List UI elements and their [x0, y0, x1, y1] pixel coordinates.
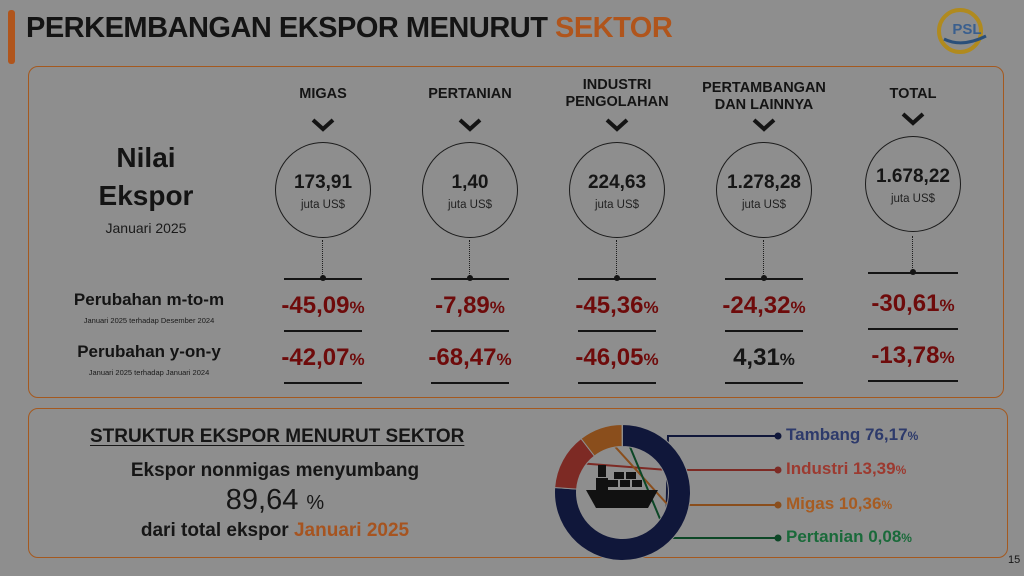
- cargo-ship-icon: [586, 465, 658, 508]
- row-divider: [431, 330, 509, 332]
- share-number: 89,64: [225, 484, 299, 516]
- export-value: 1.678,22: [876, 166, 950, 187]
- structure-line3: dari total ekspor Januari 2025: [90, 520, 460, 542]
- export-value: 1,40: [451, 172, 489, 193]
- export-unit: juta US$: [594, 199, 640, 211]
- page-number: 15: [1008, 554, 1021, 566]
- yoy-change: 4,31%: [733, 344, 795, 371]
- chevron-down-icon: [752, 118, 776, 132]
- export-structure-donut: [554, 423, 691, 561]
- legend-label-tambang: Tambang 76,17%: [786, 425, 919, 444]
- row-divider: [725, 278, 803, 280]
- row-divider: [725, 330, 803, 332]
- chevron-down-icon: [458, 118, 482, 132]
- mtm-change: -24,32%: [722, 292, 806, 319]
- value-bubble: 1.678,22 juta US$: [865, 136, 961, 232]
- page-title-main: PERKEMBANGAN EKSPOR MENURUT: [26, 12, 548, 44]
- row-divider: [578, 330, 656, 332]
- sector-name: INDUSTRI PENGOLAHAN: [565, 77, 669, 110]
- mtm-row-sub: Januari 2025 terhadap Desember 2024: [83, 316, 215, 325]
- mtm-change: -30,61%: [871, 290, 955, 317]
- export-unit: juta US$: [447, 199, 493, 211]
- mtm-change: -7,89%: [435, 292, 505, 319]
- connector-line: [763, 240, 764, 276]
- logo-text: PSL: [952, 21, 981, 38]
- chevron-down-icon: [901, 112, 925, 126]
- structure-line1: Ekspor nonmigas menyumbang: [130, 460, 420, 481]
- row-divider: [578, 382, 656, 384]
- row-divider: [868, 380, 958, 382]
- share-percent-sign: %: [306, 492, 325, 514]
- connector-line: [469, 240, 470, 276]
- structure-title: STRUKTUR EKSPOR MENURUT SEKTOR: [90, 426, 465, 447]
- page-title: PERKEMBANGAN EKSPOR MENURUT SEKTOR: [26, 12, 673, 45]
- row-divider: [284, 330, 362, 332]
- row-divider: [284, 382, 362, 384]
- connector-line: [616, 240, 617, 276]
- row-divider: [431, 382, 509, 384]
- psl-logo: PSL: [937, 8, 987, 54]
- nilai-period: Januari 2025: [105, 220, 187, 236]
- page-title-highlight: SEKTOR: [554, 12, 673, 44]
- mtm-change: -45,36%: [575, 292, 659, 319]
- export-structure-panel: [28, 408, 1008, 558]
- legend-label-industri: Industri 13,39%: [786, 459, 907, 478]
- donut-slice-tambang: [554, 423, 691, 561]
- value-bubble: 224,63 juta US$: [569, 142, 665, 238]
- export-unit: juta US$: [741, 199, 787, 211]
- sector-name: TOTAL: [889, 86, 937, 102]
- value-bubble: 1,40 juta US$: [422, 142, 518, 238]
- yoy-change: -42,07%: [281, 344, 365, 371]
- nilai-title-line1: Nilai: [116, 142, 176, 173]
- structure-line3-period: Januari 2025: [293, 520, 410, 541]
- value-bubble: 1.278,28 juta US$: [716, 142, 812, 238]
- export-value: 1.278,28: [727, 172, 801, 193]
- connector-line: [322, 240, 323, 276]
- structure-line3-text: dari total ekspor: [140, 520, 289, 541]
- row-divider: [578, 278, 656, 280]
- legend-label-pertanian: Pertanian 0,08%: [786, 527, 912, 546]
- chevron-down-icon: [311, 118, 335, 132]
- yoy-row-label: Perubahan y-on-y: [77, 342, 221, 361]
- connector-line: [912, 236, 913, 270]
- export-unit: juta US$: [890, 193, 936, 205]
- sector-name: MIGAS: [299, 86, 347, 102]
- mtm-row-label: Perubahan m-to-m: [73, 290, 225, 309]
- row-divider: [868, 272, 958, 274]
- title-accent-bar: [8, 10, 15, 64]
- yoy-row-sub: Januari 2025 terhadap Januari 2024: [88, 368, 210, 377]
- value-bubble: 173,91 juta US$: [275, 142, 371, 238]
- export-value: 224,63: [587, 172, 647, 193]
- export-value-panel: [28, 66, 1004, 398]
- row-divider: [284, 278, 362, 280]
- yoy-change: -68,47%: [428, 344, 512, 371]
- mtm-change: -45,09%: [281, 292, 365, 319]
- export-value: 173,91: [293, 172, 353, 193]
- nilai-title-line2: Ekspor: [98, 180, 194, 211]
- export-unit: juta US$: [300, 199, 346, 211]
- chevron-down-icon: [605, 118, 629, 132]
- row-divider: [725, 382, 803, 384]
- sector-name: PERTAMBANGAN DAN LAINNYA: [702, 80, 826, 113]
- legend-label-migas: Migas 10,36%: [786, 494, 893, 513]
- sector-name: PERTANIAN: [428, 86, 512, 102]
- yoy-change: -13,78%: [871, 342, 955, 369]
- row-divider: [431, 278, 509, 280]
- yoy-change: -46,05%: [575, 344, 659, 371]
- logo-wave: [943, 34, 987, 45]
- structure-share-value: 89,64 %: [90, 484, 460, 517]
- row-divider: [868, 328, 958, 330]
- logo-ring: [937, 8, 983, 54]
